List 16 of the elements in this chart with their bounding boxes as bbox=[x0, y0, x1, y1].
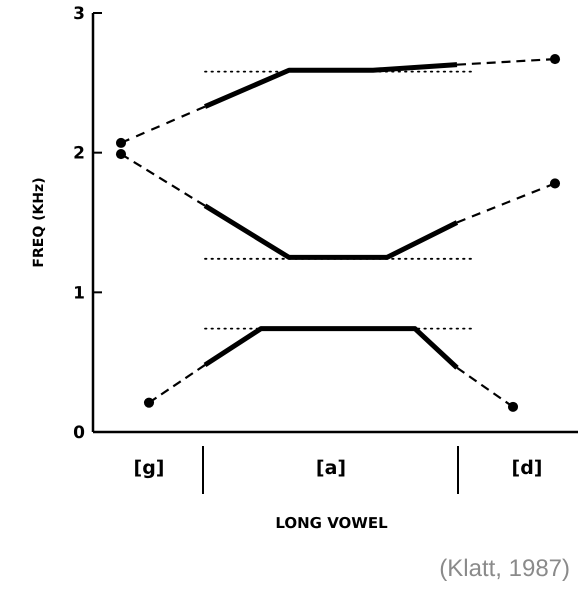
y-tick-label: 3 bbox=[73, 4, 85, 24]
text: (Klatt, 1987) bbox=[439, 555, 570, 582]
y-tick-label: 0 bbox=[73, 422, 86, 443]
x-tick-label: [d] bbox=[512, 457, 542, 479]
y-tick-label: 1 bbox=[73, 283, 85, 304]
point bbox=[116, 138, 126, 148]
point bbox=[116, 149, 126, 160]
point bbox=[508, 402, 518, 412]
point bbox=[144, 398, 154, 408]
point bbox=[550, 54, 560, 64]
y-axis-title: FREQ (KHz) bbox=[31, 177, 47, 268]
x-axis-title: LONG VOWEL bbox=[275, 514, 388, 532]
point bbox=[550, 178, 560, 188]
y-tick-label: 2 bbox=[73, 144, 85, 164]
x-tick-label: [g] bbox=[134, 457, 164, 479]
x-tick-label: [a] bbox=[316, 457, 346, 479]
